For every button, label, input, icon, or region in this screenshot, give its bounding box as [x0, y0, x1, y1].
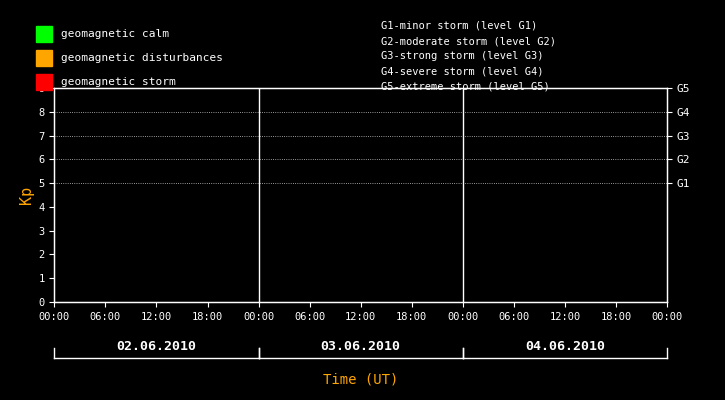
Text: G4-severe storm (level G4): G4-severe storm (level G4)	[381, 66, 543, 76]
Y-axis label: Kp: Kp	[20, 186, 34, 204]
Text: geomagnetic disturbances: geomagnetic disturbances	[61, 53, 223, 63]
Text: geomagnetic calm: geomagnetic calm	[61, 29, 169, 39]
Text: 04.06.2010: 04.06.2010	[525, 340, 605, 352]
Text: G5-extreme storm (level G5): G5-extreme storm (level G5)	[381, 82, 550, 92]
Text: G3-strong storm (level G3): G3-strong storm (level G3)	[381, 51, 543, 61]
Text: 03.06.2010: 03.06.2010	[320, 340, 401, 352]
Text: 02.06.2010: 02.06.2010	[117, 340, 196, 352]
Text: G1-minor storm (level G1): G1-minor storm (level G1)	[381, 21, 537, 31]
Text: Time (UT): Time (UT)	[323, 372, 398, 386]
Text: geomagnetic storm: geomagnetic storm	[61, 77, 175, 87]
Text: G2-moderate storm (level G2): G2-moderate storm (level G2)	[381, 36, 555, 46]
